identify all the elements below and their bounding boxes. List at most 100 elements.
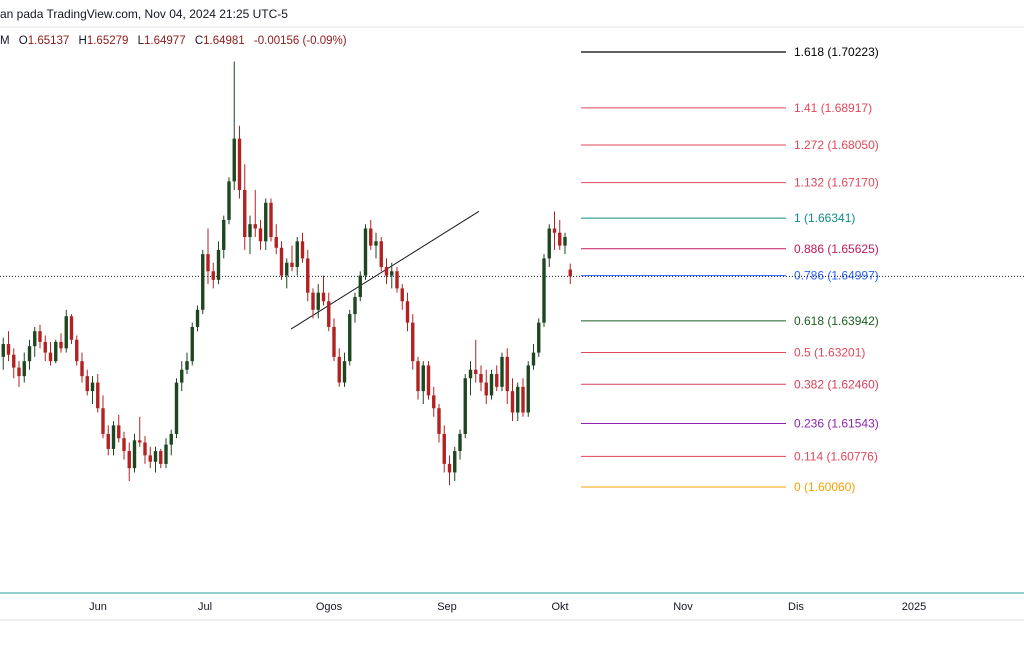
candle-body xyxy=(358,275,362,297)
candle-body xyxy=(327,301,331,327)
candle-body xyxy=(432,395,436,409)
candle-body xyxy=(132,440,137,469)
x-axis-tick-label: Sep xyxy=(437,601,457,613)
x-axis-tick-label: Jun xyxy=(89,601,107,613)
candle-body xyxy=(426,365,431,396)
candle-body xyxy=(468,369,473,379)
candle-body xyxy=(227,181,231,220)
candle-body xyxy=(495,374,499,387)
candle-body xyxy=(54,341,58,362)
fib-level-label: 1.618 (1.70223) xyxy=(794,45,879,59)
candle-body xyxy=(510,391,515,413)
change-value: -0.00156 (-0.09%) xyxy=(253,35,347,47)
high-label: H xyxy=(78,35,87,47)
interval-label: M xyxy=(0,35,10,47)
candle-body xyxy=(453,451,457,473)
candle-body xyxy=(295,241,299,267)
candle-body xyxy=(442,433,446,464)
candle-body xyxy=(17,367,21,377)
candle-body xyxy=(101,408,105,434)
candle-body xyxy=(537,322,541,353)
candle-body xyxy=(395,271,399,289)
low-value: 1.64977 xyxy=(144,35,186,47)
fib-level-label: 0.5 (1.63201) xyxy=(794,346,865,360)
candle-body xyxy=(379,241,383,267)
candle-body xyxy=(169,433,173,445)
candle-body xyxy=(321,292,326,302)
candle-body xyxy=(552,228,557,233)
candle-body xyxy=(363,228,368,276)
open-label: O xyxy=(18,35,28,47)
candle-body xyxy=(369,228,373,246)
x-axis-tick-label: Dis xyxy=(788,601,804,613)
candle-body xyxy=(185,361,189,370)
candle-body xyxy=(526,365,530,413)
candle-body xyxy=(285,262,289,276)
candle-body xyxy=(1,344,5,357)
candle-body xyxy=(180,369,184,383)
high-value: 1.65279 xyxy=(86,35,129,47)
candle-body xyxy=(80,361,84,377)
fib-level-label: 0 (1.60060) xyxy=(794,480,855,494)
fib-level-label: 1.132 (1.67170) xyxy=(794,176,879,190)
candle-body xyxy=(342,361,347,383)
fib-level-label: 1 (1.66341) xyxy=(794,211,855,225)
candle-body xyxy=(311,292,315,310)
candle-body xyxy=(542,258,546,323)
candle-body xyxy=(216,249,221,280)
candle-body xyxy=(484,382,488,396)
x-axis-tick-label: 2025 xyxy=(902,601,926,613)
candle-body xyxy=(547,228,551,259)
candle-body xyxy=(6,344,11,355)
low-label: L xyxy=(137,35,145,47)
candle-body xyxy=(300,241,305,259)
candles-group xyxy=(1,61,572,486)
candle-body xyxy=(90,382,95,392)
candle-body xyxy=(258,228,263,242)
candle-body xyxy=(479,374,483,383)
x-axis-tick-label: Okt xyxy=(551,601,568,613)
candle-body xyxy=(117,425,121,439)
candle-body xyxy=(243,189,247,238)
candle-body xyxy=(69,316,74,340)
candle-body xyxy=(248,224,252,238)
candle-body xyxy=(348,314,352,362)
candle-body xyxy=(211,271,215,280)
candle-body xyxy=(505,356,509,392)
close-label: C xyxy=(194,35,204,47)
candle-body xyxy=(416,361,420,392)
candle-body xyxy=(43,341,47,353)
candle-body xyxy=(106,433,110,449)
candle-body xyxy=(474,369,478,375)
fib-level-label: 0.236 (1.61543) xyxy=(794,417,879,431)
candle-body xyxy=(421,365,425,392)
candle-body xyxy=(290,262,294,267)
fib-level-label: 0.382 (1.62460) xyxy=(794,377,879,391)
fib-level-label: 1.41 (1.68917) xyxy=(794,101,872,115)
candle-body xyxy=(332,326,336,357)
candle-body xyxy=(500,356,504,387)
candle-body xyxy=(306,258,310,293)
candle-body xyxy=(384,266,389,276)
candle-body xyxy=(206,254,210,272)
fib-level-label: 1.272 (1.68050) xyxy=(794,138,879,152)
chart-attribution: an pada TradingView.com, Nov 04, 2024 21… xyxy=(0,7,288,21)
candle-body xyxy=(489,374,494,396)
open-value: 1.65137 xyxy=(27,35,70,47)
candle-body xyxy=(96,382,100,409)
ohlc-legend: M O1.65137 H1.65279 L1.64977 C1.64981 -0… xyxy=(0,35,347,47)
candle-body xyxy=(463,378,467,434)
candle-body xyxy=(563,237,567,246)
candle-body xyxy=(232,138,236,182)
candle-body xyxy=(274,237,278,248)
candle-body xyxy=(85,376,89,392)
candle-body xyxy=(353,296,357,315)
candle-body xyxy=(33,331,37,347)
candle-body xyxy=(400,288,404,302)
fib-level-label: 0.786 (1.64997) xyxy=(794,269,879,283)
candle-body xyxy=(12,354,16,368)
candle-body xyxy=(48,352,53,362)
candle-body xyxy=(195,309,200,327)
fib-level-label: 0.618 (1.63942) xyxy=(794,314,879,328)
